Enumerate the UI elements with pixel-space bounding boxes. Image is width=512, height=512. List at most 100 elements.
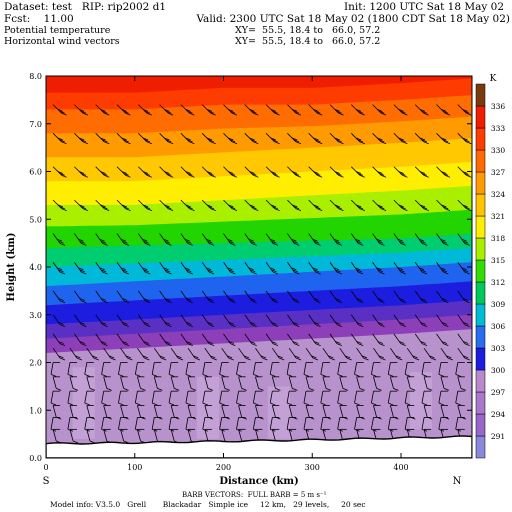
x-axis-label: Distance (km) bbox=[219, 476, 298, 487]
wind-barb bbox=[221, 376, 230, 391]
colorbar-label: 312 bbox=[491, 278, 506, 287]
colorbar-swatch bbox=[475, 281, 486, 305]
wind-barb bbox=[436, 261, 449, 275]
wind-barb bbox=[52, 261, 66, 275]
wind-barb bbox=[120, 405, 129, 420]
wind-barb bbox=[303, 362, 314, 377]
wind-barb bbox=[287, 133, 302, 145]
wind-barb bbox=[255, 376, 264, 391]
wind-barb bbox=[69, 347, 82, 361]
colorbar-label: 315 bbox=[491, 256, 506, 265]
wind-barb bbox=[329, 314, 343, 327]
wind-barb bbox=[52, 314, 66, 327]
x-tick-label: 0 bbox=[43, 463, 48, 472]
wind-barb bbox=[244, 133, 259, 145]
wind-barb bbox=[69, 428, 79, 444]
wind-barb bbox=[265, 104, 280, 116]
wind-barb bbox=[308, 199, 323, 212]
wind-barb bbox=[74, 333, 87, 347]
wind-barb bbox=[84, 362, 94, 377]
wind-barb bbox=[393, 290, 406, 304]
wind-barb bbox=[455, 362, 465, 377]
colorbar-swatch bbox=[475, 237, 486, 261]
wind-barb bbox=[116, 166, 131, 178]
wind-barb bbox=[170, 347, 184, 361]
wind-barb bbox=[339, 405, 349, 420]
wind-barb bbox=[153, 347, 167, 361]
wind-barb bbox=[50, 390, 61, 406]
wind-barb bbox=[201, 261, 215, 275]
wind-barb bbox=[74, 233, 87, 246]
wind-barb bbox=[305, 376, 315, 391]
wind-barb bbox=[265, 290, 279, 304]
wind-barb bbox=[201, 104, 216, 116]
wind-barb bbox=[168, 362, 179, 377]
wind-barb bbox=[52, 133, 67, 145]
colorbar-label: 318 bbox=[491, 234, 506, 243]
wind-barb bbox=[159, 133, 174, 145]
colorbar-swatch bbox=[475, 83, 486, 107]
wind-barb bbox=[137, 333, 151, 347]
y-tick-label: 1.0 bbox=[29, 406, 42, 415]
wind-barb bbox=[74, 166, 89, 178]
x-tick-label: 400 bbox=[393, 463, 408, 472]
wind-barb bbox=[389, 405, 399, 420]
wind-barb bbox=[440, 405, 450, 420]
wind-barb bbox=[137, 233, 151, 246]
colorbar-label: 324 bbox=[491, 190, 506, 199]
wind-barb bbox=[244, 233, 257, 246]
wind-barb bbox=[329, 333, 343, 347]
wind-barb bbox=[457, 233, 470, 246]
wind-barb bbox=[52, 233, 66, 246]
wind-barb bbox=[74, 261, 87, 275]
wind-barb bbox=[393, 333, 406, 347]
colorbar-swatch bbox=[475, 369, 486, 393]
dataset-label: Dataset: test RIP: rip2002 d1 bbox=[4, 1, 167, 13]
wind-barb bbox=[187, 347, 201, 361]
wind-barb bbox=[436, 314, 449, 327]
wind-barb bbox=[414, 261, 428, 275]
colorbar-swatch bbox=[475, 391, 486, 415]
wind-barb bbox=[436, 233, 449, 246]
wind-barb bbox=[120, 376, 129, 391]
colorbar-label: 321 bbox=[491, 212, 505, 221]
wind-barb bbox=[223, 314, 236, 327]
wind-barb bbox=[118, 362, 128, 377]
wind-barb bbox=[265, 166, 280, 178]
wind-barb bbox=[265, 261, 279, 275]
wind-barb bbox=[159, 333, 172, 347]
wind-barb bbox=[393, 314, 406, 327]
wind-barb bbox=[305, 347, 319, 361]
wind-barb bbox=[354, 362, 364, 377]
wind-barb bbox=[137, 314, 151, 327]
colorbar: 291 294 297 300 303 306 309 312 315 318 321 324 327 3… bbox=[475, 83, 506, 459]
wind-barb bbox=[244, 166, 259, 178]
wind-barb bbox=[350, 314, 364, 327]
wind-barb bbox=[180, 314, 193, 327]
wind-barb bbox=[159, 261, 172, 275]
wind-barb bbox=[436, 290, 449, 304]
colorbar-label: 297 bbox=[491, 388, 506, 397]
wind-barb bbox=[271, 405, 281, 420]
wind-barb bbox=[252, 362, 263, 377]
wind-barb bbox=[67, 390, 77, 406]
colorbar-swatch bbox=[475, 347, 486, 371]
theta-band-336 bbox=[46, 76, 472, 93]
wind-barb bbox=[101, 362, 111, 377]
wind-barb bbox=[74, 104, 89, 116]
wind-barb bbox=[287, 199, 302, 212]
colorbar-swatch bbox=[475, 259, 486, 283]
wind-barb bbox=[387, 362, 398, 377]
wind-barb bbox=[308, 133, 323, 145]
wind-barb bbox=[305, 405, 315, 420]
wind-barb bbox=[180, 233, 193, 246]
x-tick-label: 200 bbox=[216, 463, 231, 472]
wind-barb bbox=[286, 362, 297, 377]
wind-barb bbox=[223, 233, 236, 246]
wind-barb bbox=[52, 347, 66, 361]
pale-cell bbox=[72, 367, 95, 439]
wind-barb bbox=[351, 199, 365, 212]
wind-barb bbox=[308, 314, 321, 327]
x-tick-label: 300 bbox=[305, 463, 320, 472]
wind-barb bbox=[219, 390, 229, 406]
